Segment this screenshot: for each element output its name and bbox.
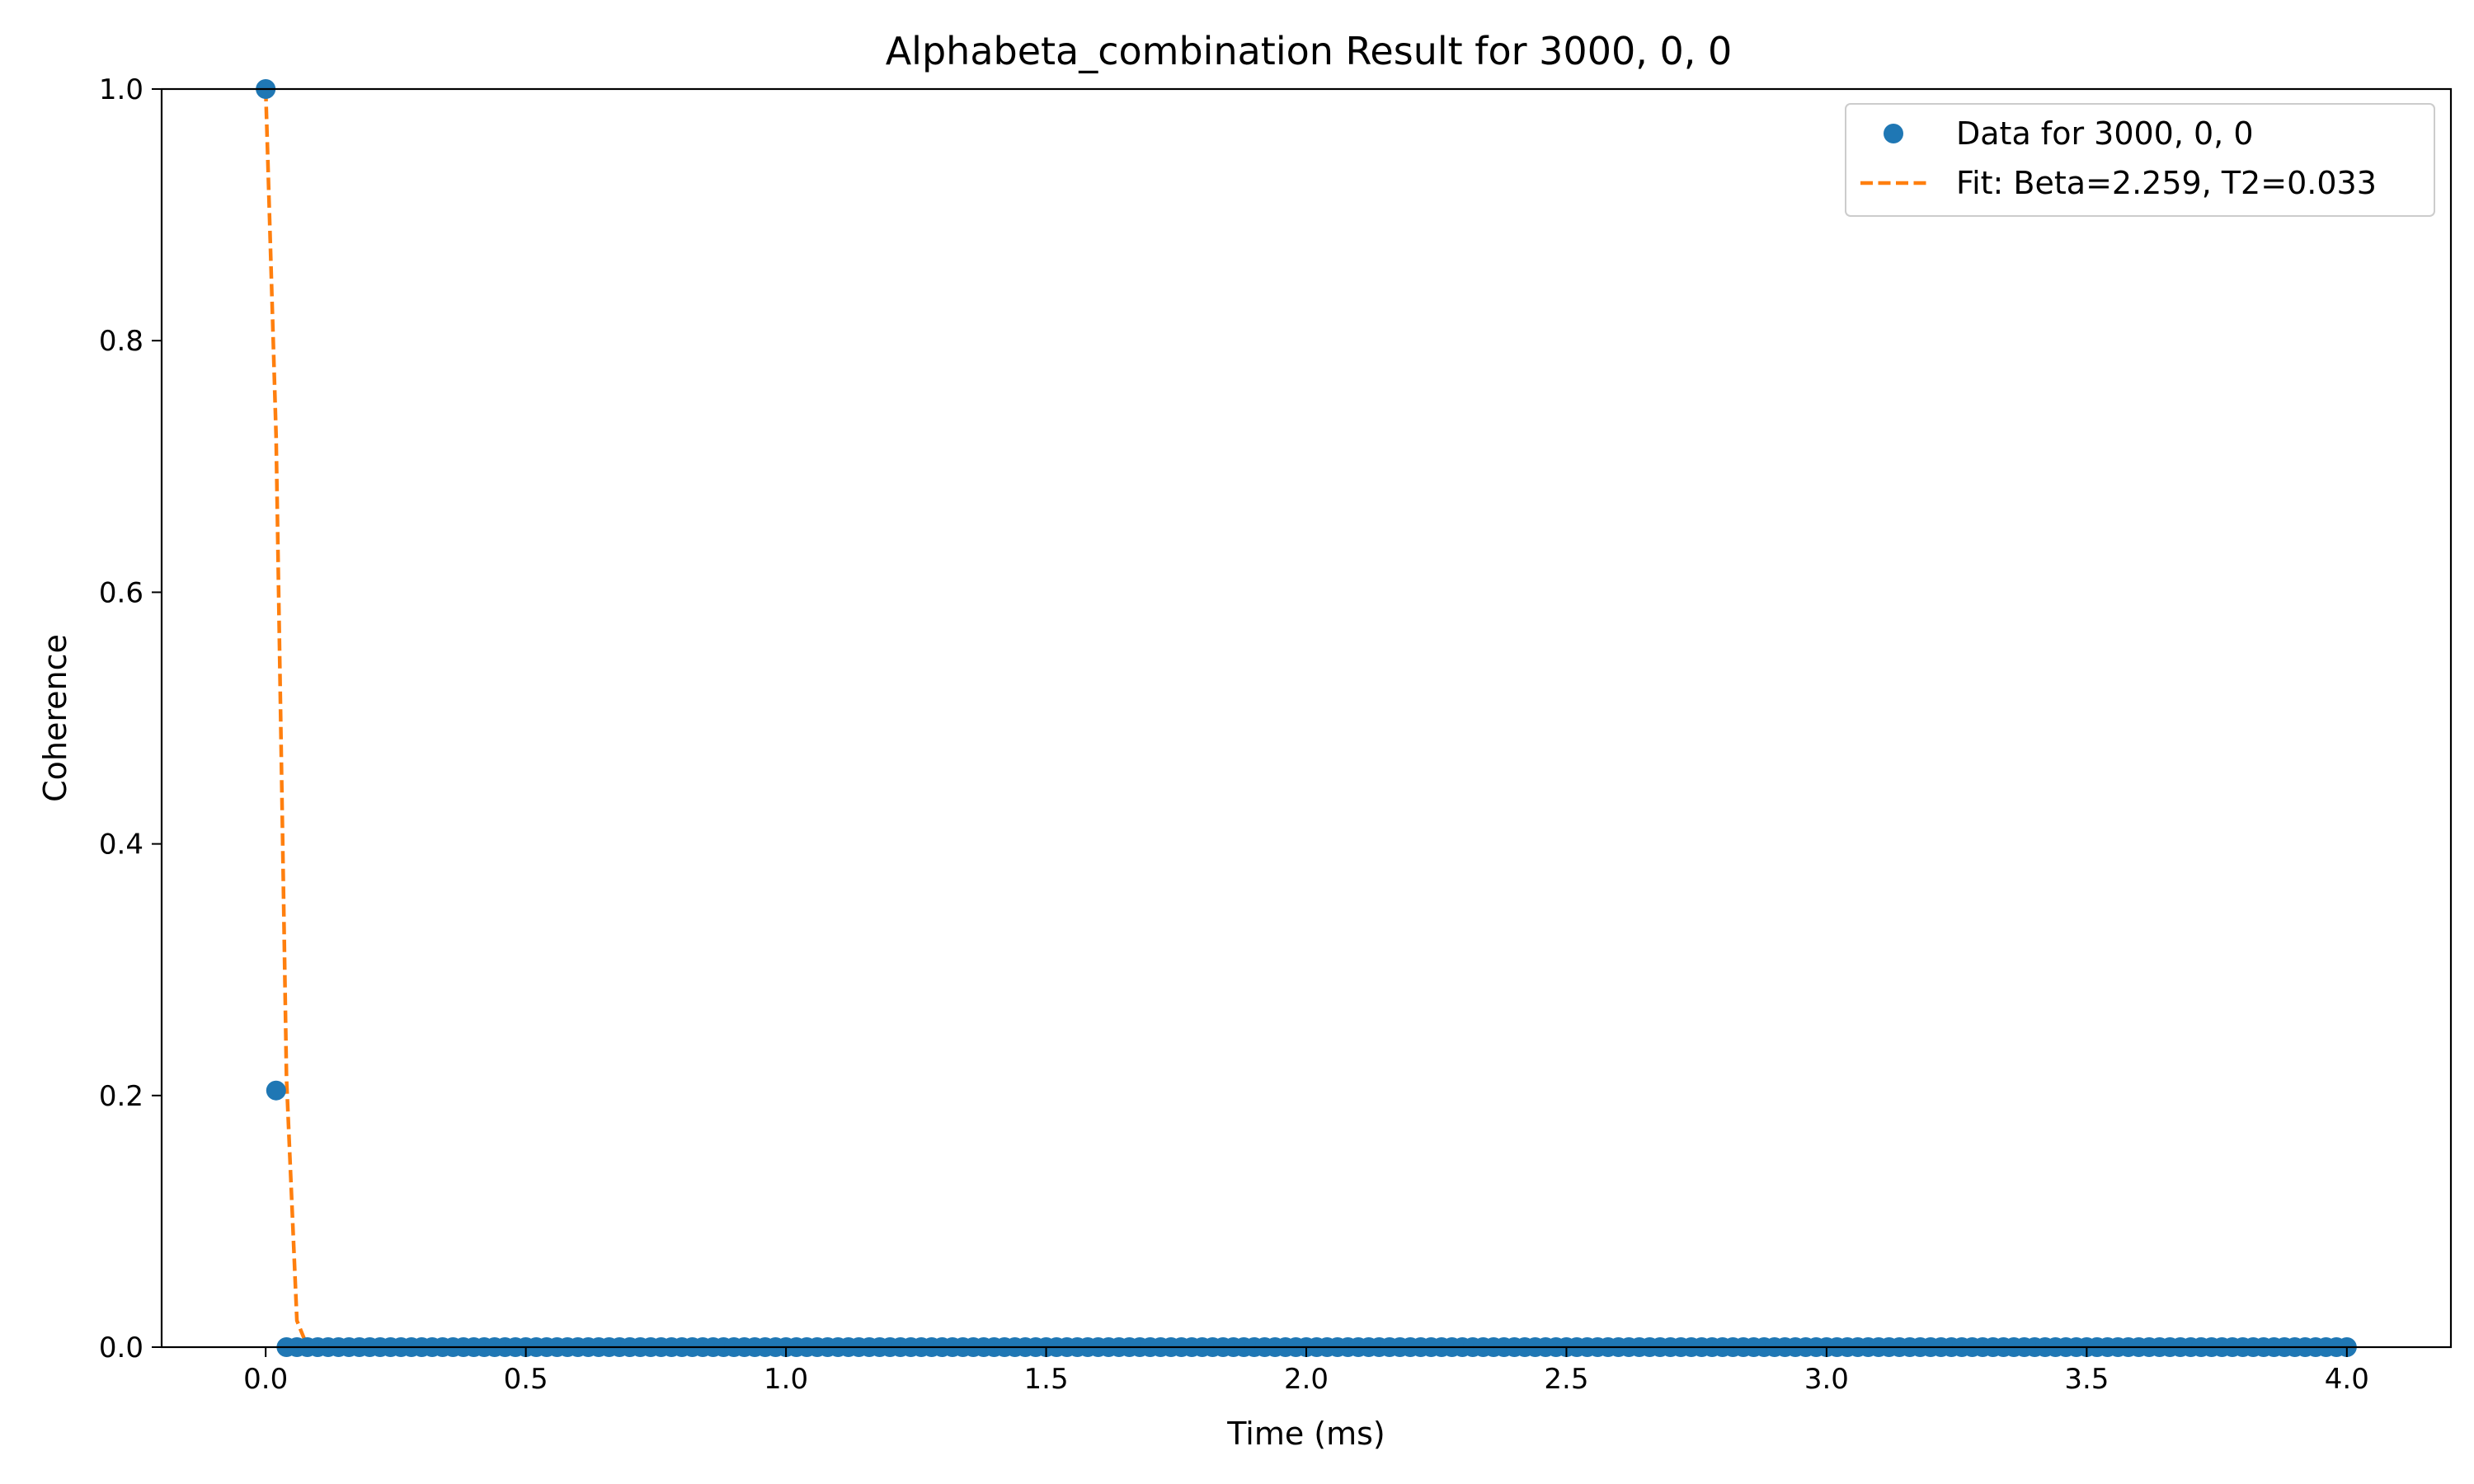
data-point [266, 1080, 286, 1101]
x-tick-label: 1.0 [764, 1363, 808, 1396]
legend-label-fit: Fit: Beta=2.259, T2=0.033 [1956, 165, 2377, 201]
y-tick-label: 0.0 [99, 1331, 143, 1364]
chart-title: Alphabeta_combination Result for 3000, 0… [886, 29, 1733, 73]
x-tick-label: 4.0 [2325, 1363, 2369, 1396]
legend-label-data: Data for 3000, 0, 0 [1956, 115, 2254, 152]
y-tick-label: 0.8 [99, 325, 143, 358]
plot-area [162, 89, 2451, 1347]
y-tick-label: 0.6 [99, 576, 143, 609]
x-tick-label: 2.5 [1544, 1363, 1588, 1396]
y-axis-label: Coherence [37, 634, 73, 802]
x-tick-label: 1.5 [1024, 1363, 1069, 1396]
x-tick-label: 3.0 [1804, 1363, 1849, 1396]
legend: Data for 3000, 0, 0 Fit: Beta=2.259, T2=… [1845, 103, 2435, 217]
x-axis: 0.0 0.5 1.0 1.5 2.0 2.5 3.0 3.5 4.0 [243, 1347, 2369, 1396]
y-tick-label: 1.0 [99, 73, 143, 106]
y-axis: 0.0 0.2 0.4 0.6 0.8 1.0 [99, 73, 162, 1364]
y-tick-label: 0.4 [99, 829, 143, 862]
plot-background [162, 89, 2451, 1347]
x-tick-label: 3.5 [2064, 1363, 2109, 1396]
x-axis-label: Time (ms) [1226, 1416, 1385, 1452]
legend-box [1845, 103, 2435, 217]
legend-marker-data [1884, 124, 1903, 143]
y-tick-label: 0.2 [99, 1080, 143, 1113]
x-tick-label: 0.0 [243, 1363, 288, 1396]
x-tick-label: 0.5 [504, 1363, 548, 1396]
x-tick-label: 2.0 [1284, 1363, 1329, 1396]
